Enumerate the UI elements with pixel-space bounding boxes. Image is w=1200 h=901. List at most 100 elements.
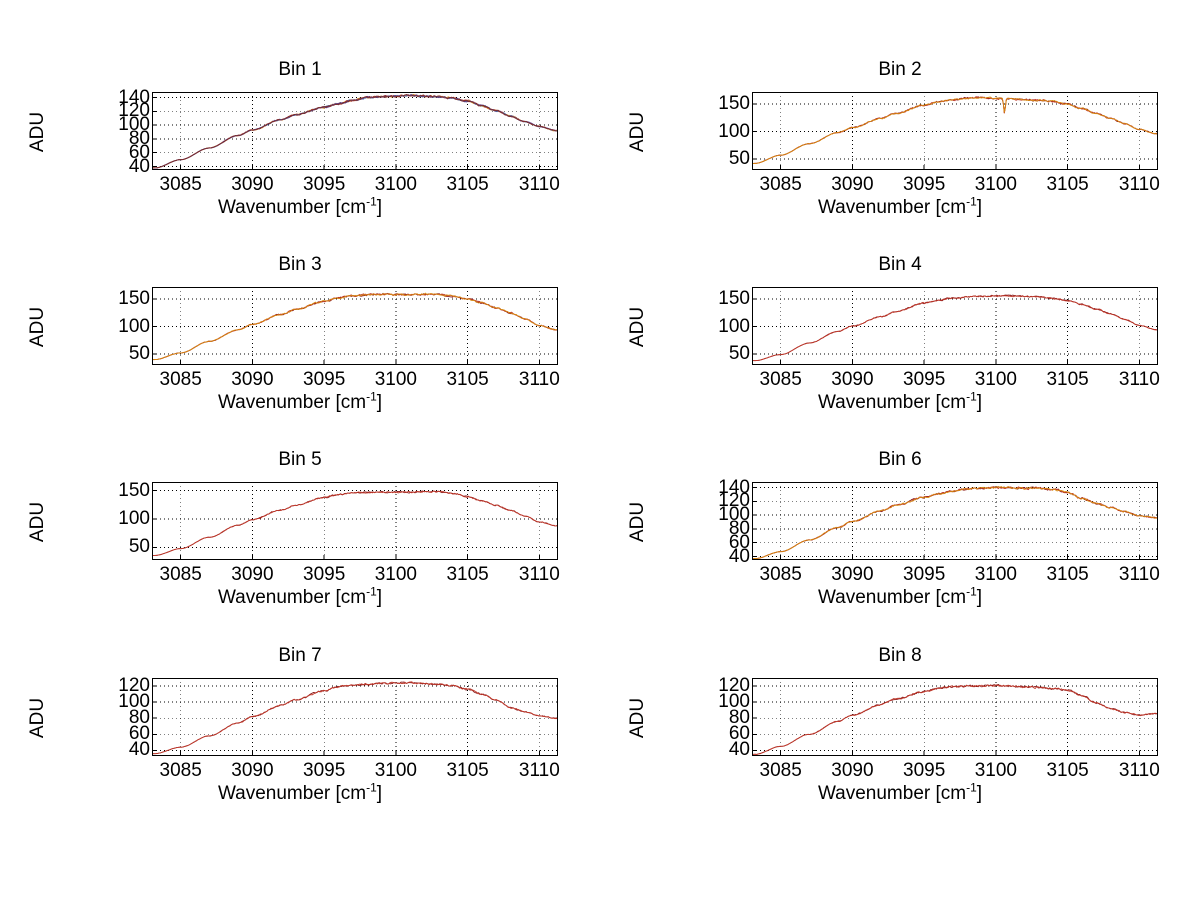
x-axis-label: Wavenumber [cm-1]	[600, 391, 1200, 414]
x-tick-label: 3100	[974, 760, 1018, 781]
subplot-bin-4: Bin 4 ADU Wavenumber [cm-1] 150 100 50 3085 309…	[600, 242, 1200, 437]
x-axis-label-bracket: ]	[976, 783, 983, 804]
axis-frame	[752, 287, 1158, 365]
x-tick-label: 3110	[518, 174, 560, 195]
x-tick-labels: 3085 3090 3095 3100 3105 3110	[752, 174, 1160, 199]
x-tick-label: 3095	[903, 760, 946, 781]
y-axis-label: ADU	[27, 697, 48, 739]
spectrum-line	[152, 94, 558, 169]
x-axis-label-exponent: -1	[966, 194, 977, 209]
x-tick-label: 3100	[374, 369, 418, 390]
x-axis-label: Wavenumber [cm-1]	[0, 196, 600, 219]
y-axis-label: ADU	[27, 501, 48, 543]
x-tick-label: 3095	[903, 174, 946, 195]
x-axis-label-bracket: ]	[376, 587, 383, 608]
y-tick-label: 100	[118, 315, 150, 337]
plot-area	[752, 482, 1158, 560]
y-tick-label: 80	[128, 707, 150, 729]
y-tick-label: 140	[118, 86, 150, 108]
x-axis-label-text: Wavenumber [cm	[217, 783, 367, 804]
y-tick-label: 100	[118, 508, 150, 529]
plot-area	[752, 287, 1158, 365]
y-tick-labels: 150 100 50	[652, 92, 750, 170]
subplot-title: Bin 6	[878, 449, 922, 470]
data-series-group	[752, 96, 1158, 164]
spectrum-line	[752, 294, 1158, 362]
plot-area	[152, 678, 558, 756]
spectrum-line	[152, 94, 558, 169]
y-tick-labels: 150 100 50	[652, 287, 750, 365]
x-tick-label: 3110	[1118, 760, 1160, 781]
x-tick-label: 3090	[831, 369, 874, 390]
axis-frame	[152, 287, 558, 365]
x-tick-label: 3085	[159, 564, 202, 585]
grid-lines	[752, 92, 1158, 170]
y-tick-label: 100	[718, 120, 750, 142]
spectrum-line	[152, 681, 558, 755]
x-tick-label: 3105	[446, 174, 489, 195]
y-tick-label: 40	[728, 545, 750, 567]
x-tick-label: 3100	[974, 174, 1018, 195]
x-tick-label: 3105	[1046, 369, 1089, 390]
x-axis-label-bracket: ]	[376, 783, 383, 804]
y-tick-label: 120	[718, 675, 750, 697]
x-axis-label: Wavenumber [cm-1]	[0, 586, 600, 609]
x-tick-label: 3095	[903, 564, 946, 585]
y-tick-label: 120	[718, 490, 750, 512]
axis-frame	[152, 678, 558, 756]
x-axis-label-text: Wavenumber [cm	[817, 392, 967, 413]
x-tick-label: 3110	[518, 760, 560, 781]
x-tick-label: 3105	[1046, 174, 1089, 195]
spectrum-line	[152, 292, 558, 361]
x-tick-label: 3090	[231, 174, 274, 195]
x-axis-label: Wavenumber [cm-1]	[0, 782, 600, 805]
spectrum-line	[752, 684, 1158, 755]
plot-area	[752, 92, 1158, 170]
subplot-bin-1: Bin 1 ADU Wavenumber [cm-1] 140 120 100 80 60 40…	[0, 47, 600, 242]
x-tick-label: 3110	[518, 564, 560, 585]
x-axis-label-text: Wavenumber [cm	[217, 197, 367, 218]
y-tick-label: 150	[118, 479, 150, 501]
x-tick-label: 3105	[1046, 564, 1089, 585]
x-tick-label: 3100	[374, 174, 418, 195]
axis-frame	[752, 92, 1158, 170]
plot-area	[152, 287, 558, 365]
x-tick-label: 3085	[759, 369, 802, 390]
subplot-bin-5: Bin 5 ADU Wavenumber [cm-1] 150 100 50 3085 309…	[0, 437, 600, 632]
y-tick-labels: 120 100 80 60 40	[52, 676, 150, 759]
x-tick-label: 3105	[446, 564, 489, 585]
y-tick-labels: 140 120 100 80 60 40	[652, 478, 750, 566]
y-tick-label: 50	[728, 148, 750, 169]
x-tick-label: 3095	[303, 564, 346, 585]
y-tick-labels: 150 100 50	[52, 287, 150, 365]
y-tick-label: 50	[128, 536, 150, 558]
y-tick-label: 60	[128, 723, 150, 745]
subplot-bin-7: Bin 7 ADU Wavenumber [cm-1] 120 100 80 60 40 308…	[0, 633, 600, 828]
y-tick-labels: 120 100 80 60 40	[652, 675, 750, 759]
spectrum-line	[152, 94, 558, 169]
x-tick-label: 3085	[159, 174, 202, 195]
x-tick-label: 3095	[303, 174, 346, 195]
spectrum-line	[752, 684, 1158, 755]
x-axis-label-exponent: -1	[966, 584, 977, 599]
x-axis-label-text: Wavenumber [cm	[217, 587, 367, 608]
x-tick-label: 3090	[831, 174, 874, 195]
spectrum-line	[752, 96, 1158, 164]
grid-lines	[752, 482, 1158, 560]
x-axis-label: Wavenumber [cm-1]	[600, 584, 1200, 609]
subplot-title: Bin 3	[278, 254, 322, 275]
x-tick-label: 3110	[518, 369, 560, 390]
y-axis-label: ADU	[627, 697, 648, 739]
x-tick-label: 3100	[374, 760, 418, 781]
x-tick-label: 3105	[446, 369, 489, 390]
spectrum-line	[152, 94, 558, 169]
spectrum-line	[752, 294, 1158, 362]
grid-lines	[152, 287, 558, 365]
y-tick-label: 60	[128, 141, 150, 163]
x-axis-label-text: Wavenumber [cm	[217, 392, 367, 413]
x-tick-label: 3100	[974, 564, 1018, 585]
grid-lines	[752, 678, 1158, 756]
y-tick-label: 150	[718, 288, 750, 310]
axis-frame	[752, 482, 1158, 560]
